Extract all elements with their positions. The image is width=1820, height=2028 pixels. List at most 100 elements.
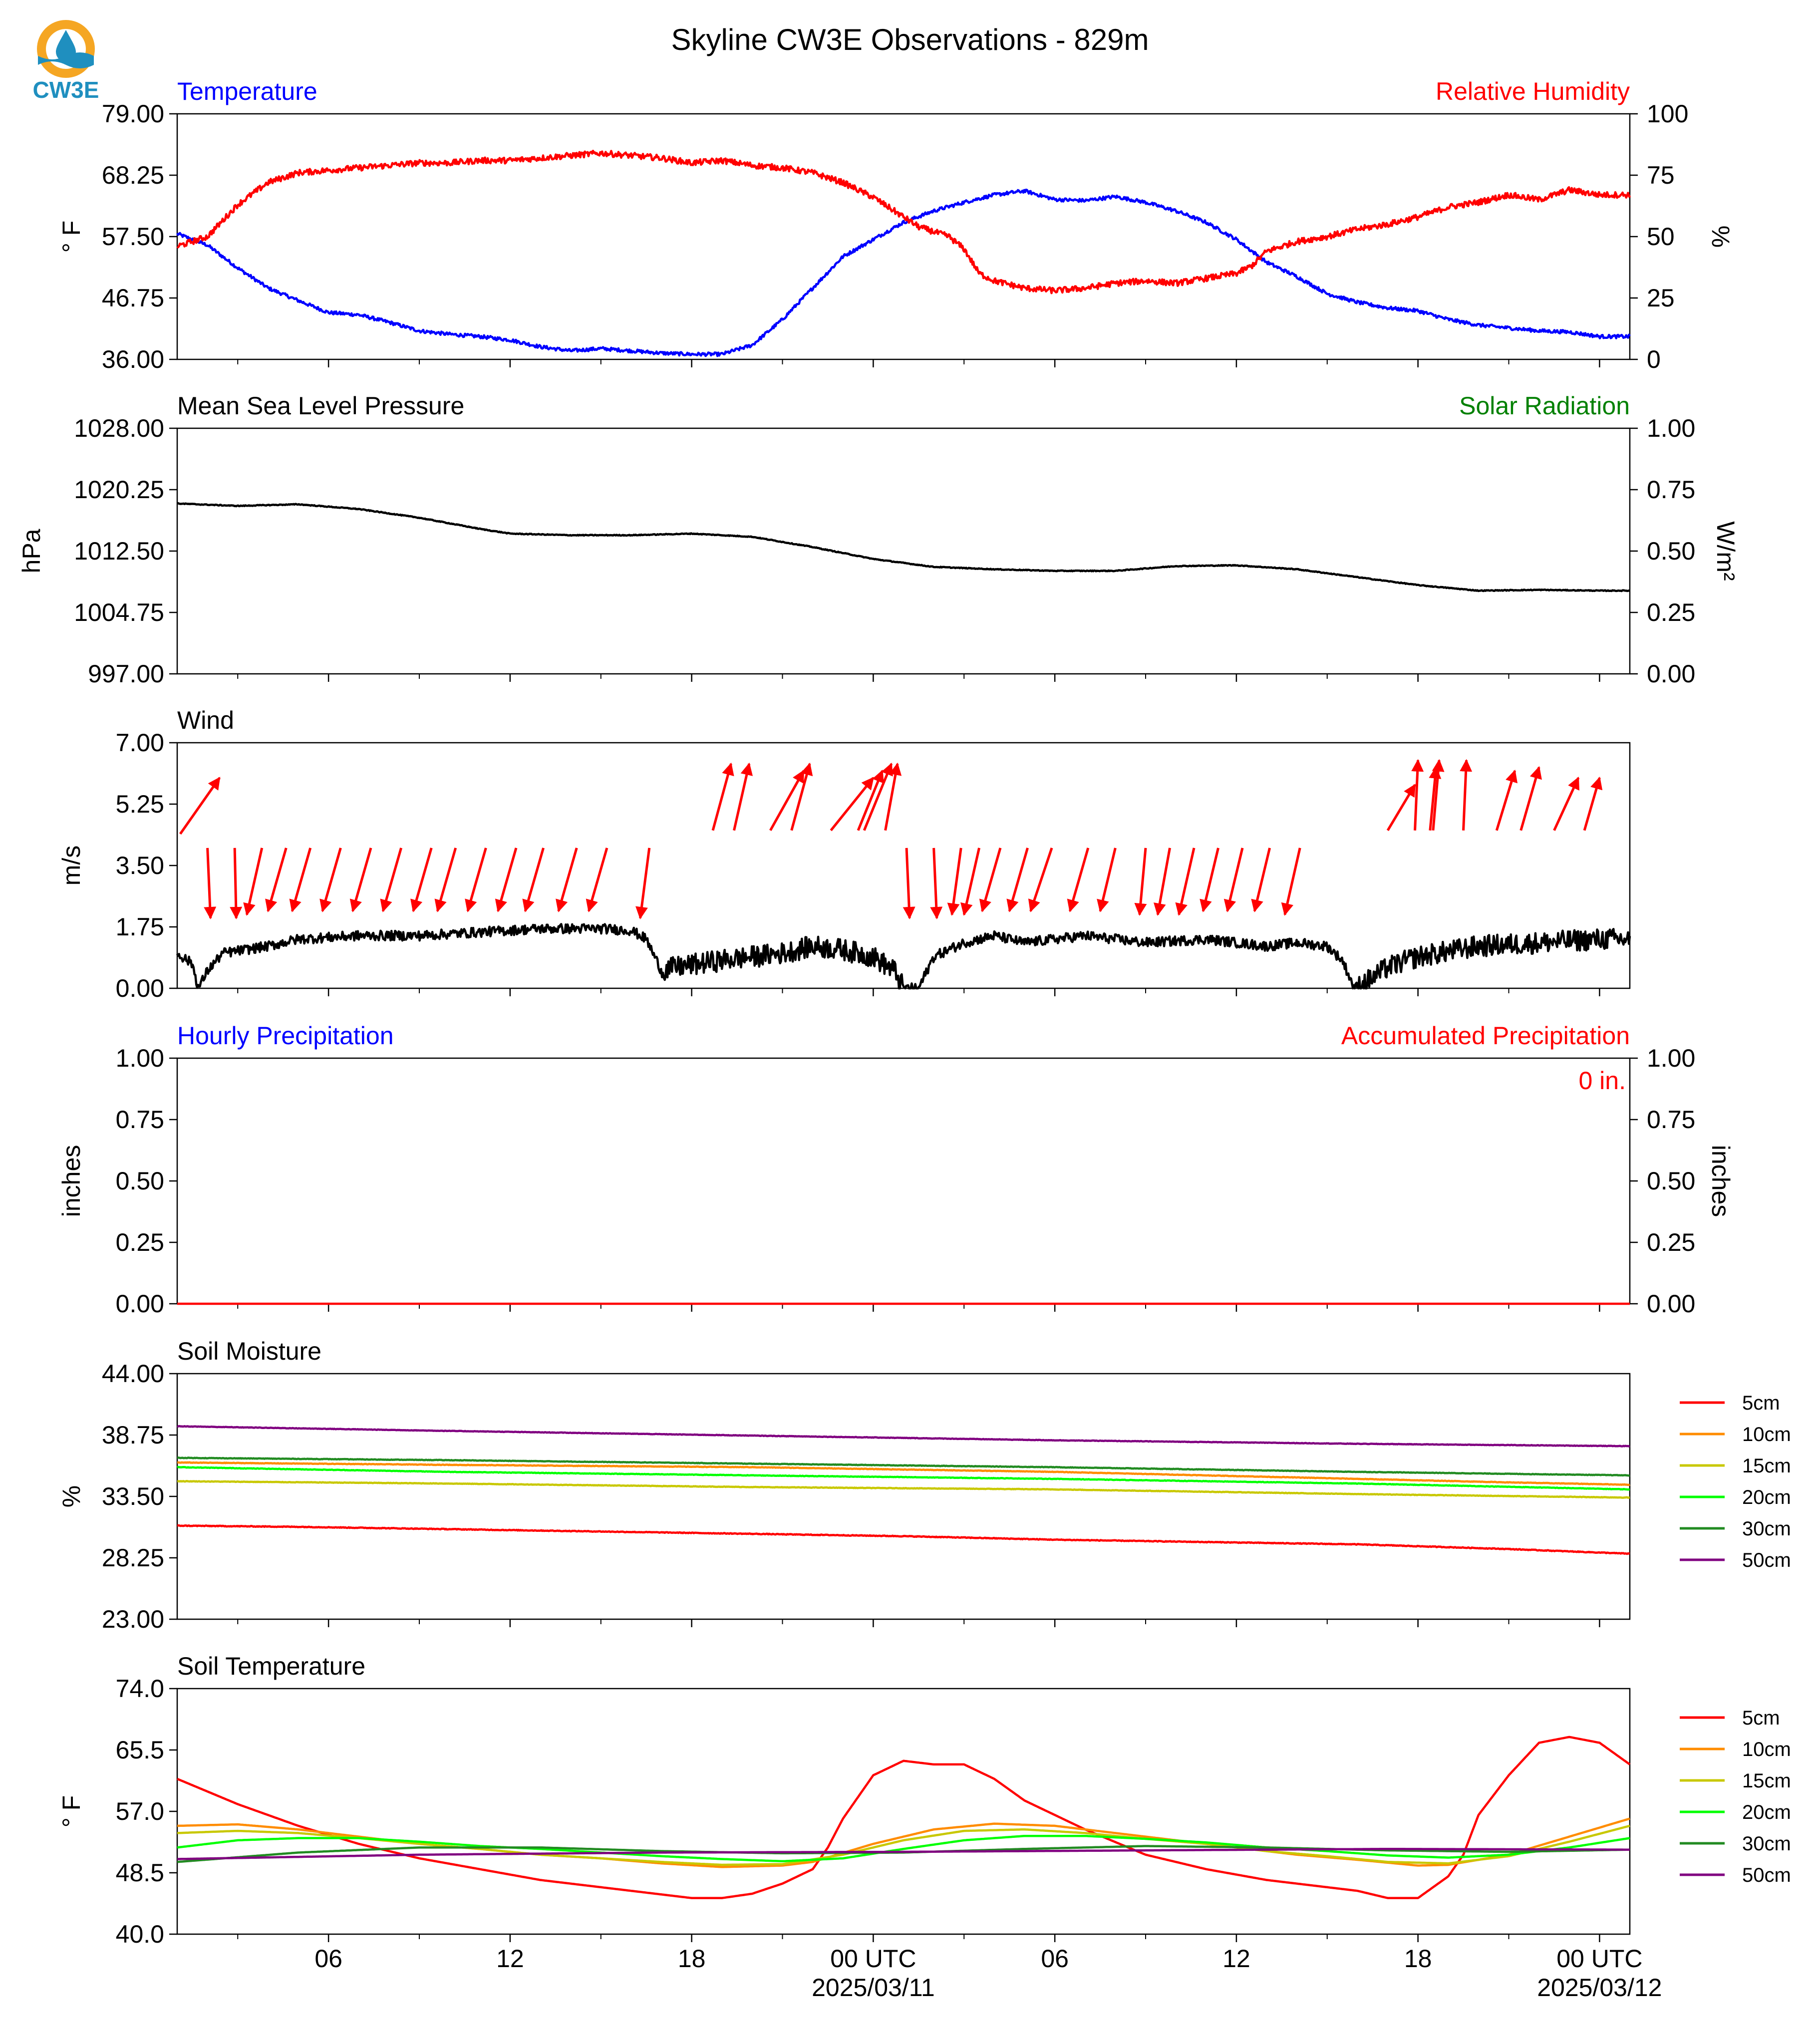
panel-title-left: Temperature (177, 77, 317, 105)
wind-arrow (635, 848, 651, 919)
wind-arrow (1006, 848, 1029, 912)
y-tick-label-right: 50 (1647, 223, 1675, 251)
legend-label: 10cm (1742, 1424, 1791, 1446)
y-tick-label: 48.5 (116, 1859, 164, 1887)
legend-label: 15cm (1742, 1770, 1791, 1792)
legend-label: 50cm (1742, 1864, 1791, 1886)
wind-arrow (319, 848, 342, 912)
chart-panels: Temperature Relative Humidity 36.00 46.75 57… (17, 77, 1791, 2002)
panel-soil_moisture: Soil Moisture 23.00 28.25 33.50 38.75 44.00% 5… (57, 1337, 1791, 1633)
wind-arrow (495, 848, 518, 912)
wind-arrow (857, 769, 884, 831)
wind-arrow (179, 777, 221, 835)
wind-arrow (1175, 848, 1196, 916)
legend: 5cm 10cm 15cm 20cm 30cm 50cm (1680, 1392, 1791, 1571)
x-tick-label: 00 UTC (830, 1945, 916, 1973)
y-tick-label: 57.50 (102, 223, 164, 251)
y-axis-label: inches (57, 1145, 85, 1217)
y-tick-label: 0.00 (116, 1290, 164, 1318)
x-tick-label: 06 (1041, 1945, 1069, 1973)
wind-arrow (204, 848, 217, 919)
panel-pressure: Mean Sea Level Pressure Solar Radiation 99… (17, 392, 1740, 688)
wind-arrow (711, 762, 734, 831)
panel-temp_rh: Temperature Relative Humidity 36.00 46.75 57… (57, 77, 1735, 373)
wind-arrow (1460, 759, 1473, 831)
y-tick-label: 74.0 (116, 1675, 164, 1703)
panel-frame (176, 1373, 1631, 1620)
y-tick-label: 1004.75 (74, 598, 164, 626)
y-tick-label: 1.00 (116, 1044, 164, 1072)
wind-arrow (733, 762, 753, 831)
wind-arrow (410, 848, 433, 912)
legend: 5cm 10cm 15cm 20cm 30cm 50cm (1680, 1707, 1791, 1886)
wind-arrow (1134, 848, 1147, 916)
y-tick-label: 1.75 (116, 913, 164, 941)
y-tick-label: 65.5 (116, 1736, 164, 1764)
series-line-humidity (176, 149, 1631, 294)
y-tick-label-right: 0.50 (1647, 537, 1695, 565)
y-axis-label-right: % (1707, 226, 1735, 248)
x-date-label: 2025/03/11 (812, 1974, 935, 2002)
logo-text: CW3E (33, 77, 99, 103)
wind-arrow (790, 762, 813, 831)
y-axis-label: % (57, 1485, 85, 1507)
y-tick-label-right: 0.50 (1647, 1167, 1695, 1195)
wind-arrow (556, 848, 578, 912)
series-line-20cm (177, 1465, 1630, 1491)
wind-arrow (1251, 848, 1271, 912)
wind-arrow (586, 848, 608, 912)
y-tick-label: 23.00 (102, 1605, 164, 1633)
y-tick-label-right: 25 (1647, 284, 1675, 312)
y-axis-label: m/s (57, 846, 85, 886)
y-tick-label-right: 75 (1647, 161, 1675, 189)
wind-arrow (930, 848, 943, 919)
series-line-20cm (177, 1834, 1630, 1863)
y-tick-label-right: 0.25 (1647, 1228, 1695, 1256)
series-line-pressure (177, 502, 1630, 592)
panel-title-right: Relative Humidity (1436, 77, 1630, 105)
x-date-label: 2025/03/12 (1537, 1974, 1662, 2002)
wind-arrow (1432, 759, 1445, 831)
series-line-30cm (177, 1456, 1630, 1477)
y-tick-label: 7.00 (116, 729, 164, 757)
y-tick-label: 0.25 (116, 1228, 164, 1256)
panel-frame (176, 427, 1631, 675)
y-tick-label-right: 0.00 (1647, 660, 1695, 688)
series-line-50cm (177, 1425, 1630, 1448)
y-tick-label: 57.0 (116, 1797, 164, 1825)
y-axis-label: ° F (57, 1795, 85, 1827)
wind-arrow (1519, 766, 1542, 831)
legend-label: 20cm (1742, 1486, 1791, 1508)
wind-arrow (243, 848, 264, 916)
y-tick-label: 1020.25 (74, 476, 164, 504)
y-tick-label-right: 0 (1647, 345, 1661, 373)
precip-total-label: 0 in. (1578, 1067, 1626, 1095)
legend-label: 50cm (1742, 1549, 1791, 1571)
panel-precip: Hourly Precipitation Accumulated Precipit… (57, 1022, 1735, 1318)
y-tick-label: 79.00 (102, 100, 164, 128)
figure-title: Skyline CW3E Observations - 829m (671, 23, 1149, 56)
y-tick-label: 0.75 (116, 1106, 164, 1134)
panel-frame (176, 1057, 1631, 1305)
wind-arrow (1097, 848, 1117, 912)
series-line-5cm (177, 1736, 1631, 1899)
wind-arrow (960, 848, 981, 916)
wind-arrow (979, 848, 1002, 912)
wind-arrow (289, 848, 312, 912)
panel-title-left: Soil Moisture (177, 1337, 321, 1365)
wind-arrow (1223, 848, 1244, 912)
legend-label: 5cm (1742, 1392, 1780, 1414)
y-tick-label: 1012.50 (74, 537, 164, 565)
panel-title-left: Mean Sea Level Pressure (177, 392, 464, 420)
series-line-5cm (177, 1524, 1630, 1555)
legend-label: 15cm (1742, 1455, 1791, 1477)
y-tick-label: 0.50 (116, 1167, 164, 1195)
wind-arrow (769, 770, 805, 831)
y-tick-label-right: 0.75 (1647, 476, 1695, 504)
legend-label: 30cm (1742, 1833, 1791, 1855)
wind-arrow (1281, 848, 1301, 916)
y-tick-label: 38.75 (102, 1421, 164, 1449)
series-line-10cm (177, 1817, 1630, 1868)
wind-arrow (1495, 769, 1518, 831)
